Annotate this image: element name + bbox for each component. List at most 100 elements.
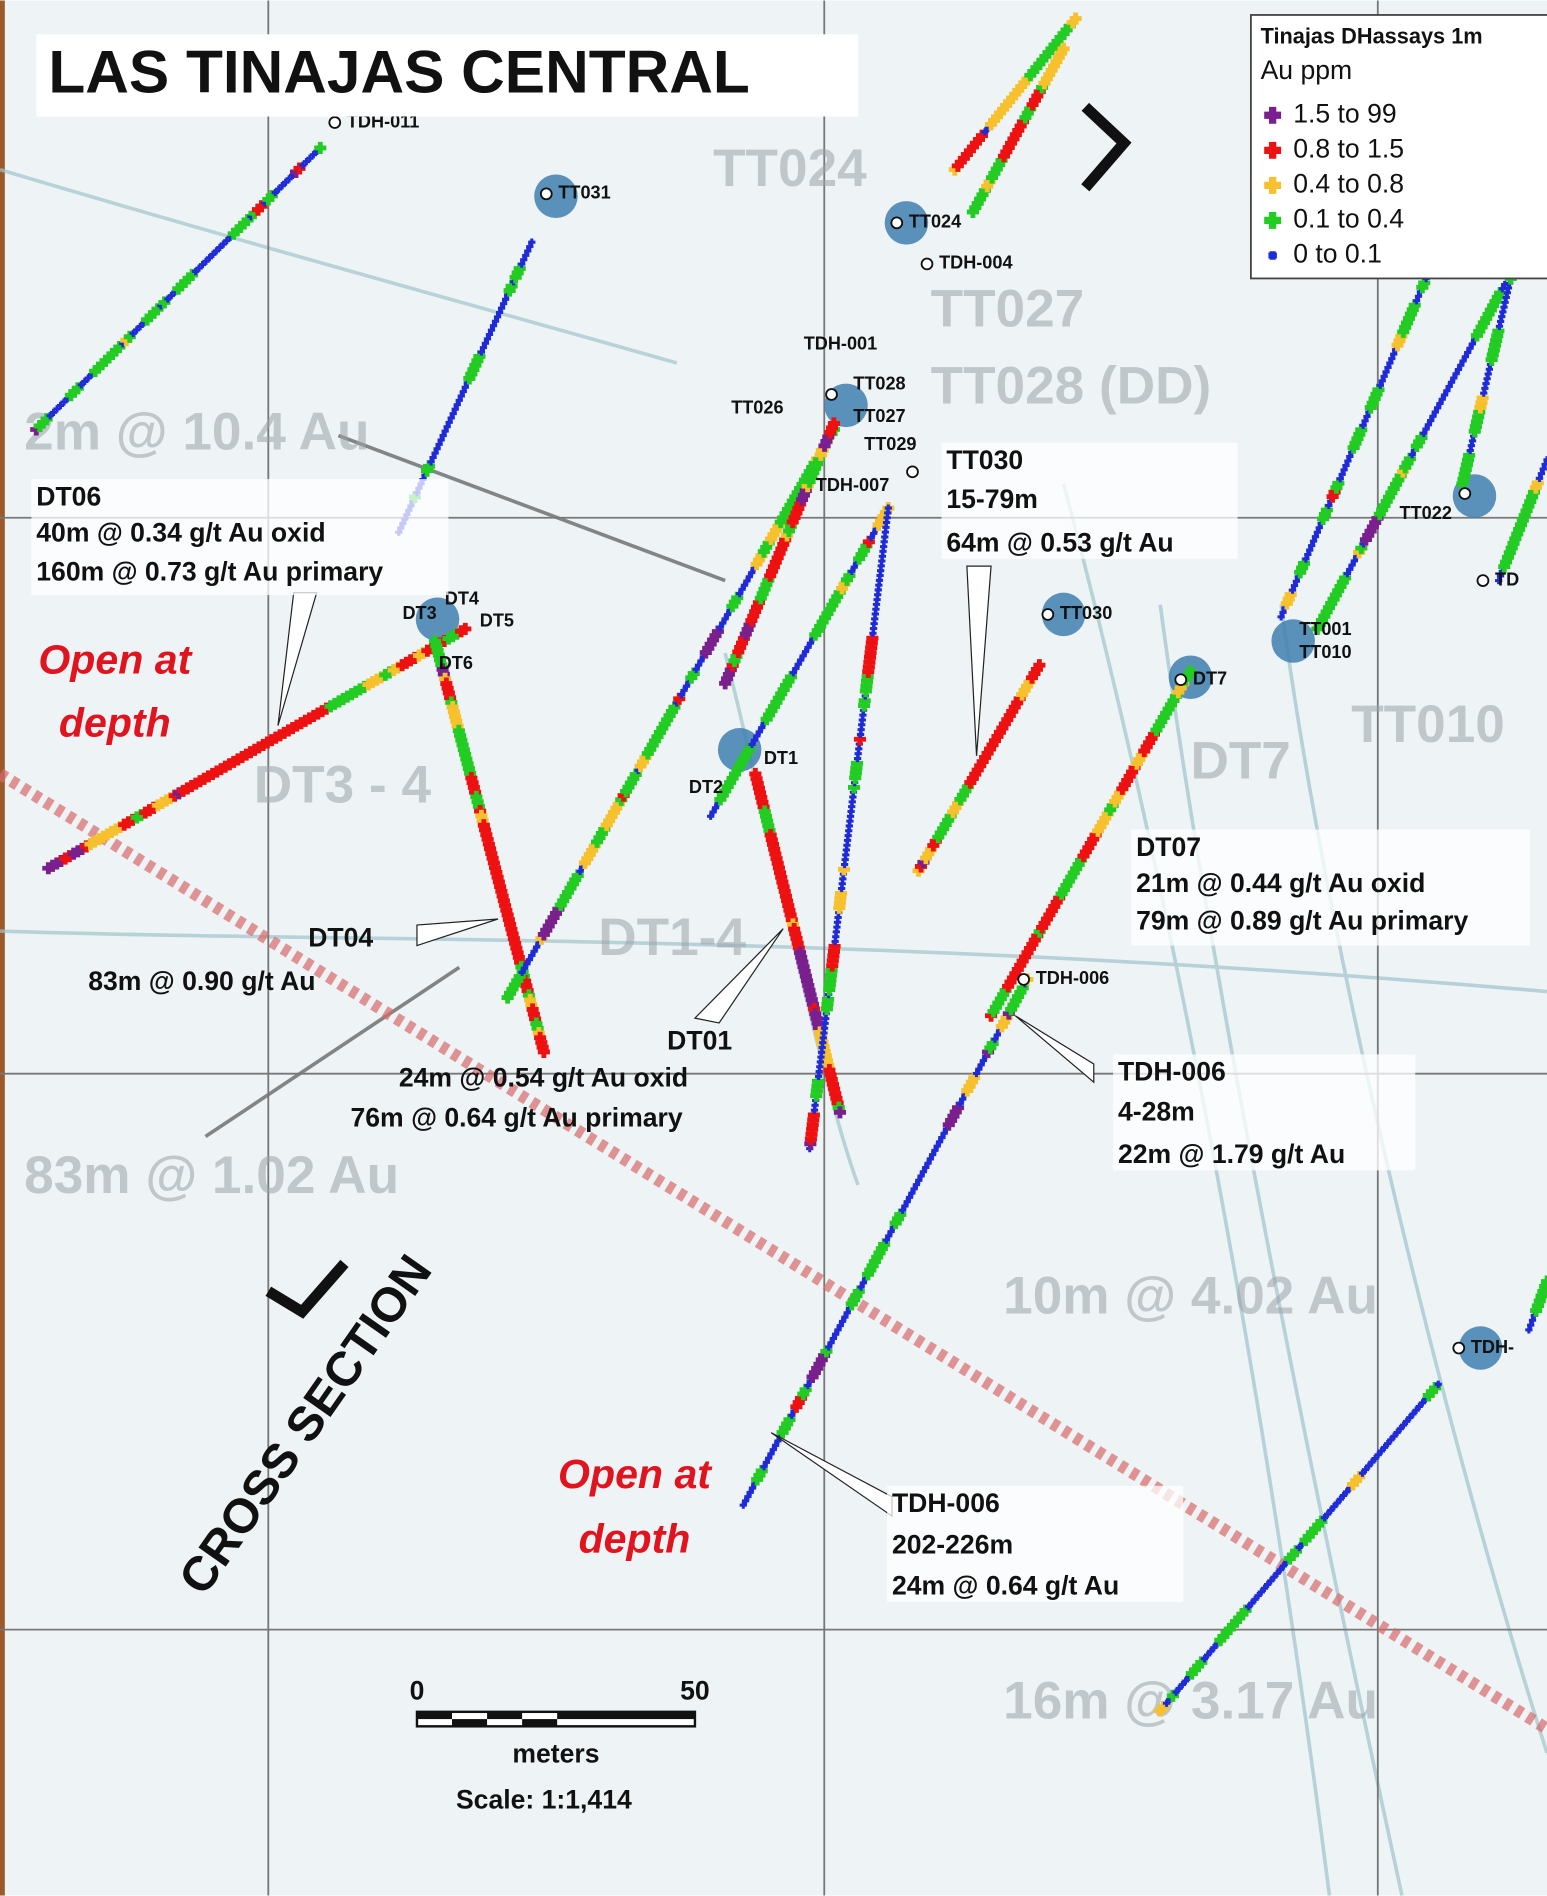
open-at-depth: depth <box>579 1515 691 1561</box>
section-arrow <box>1081 102 1132 192</box>
assay-point <box>931 1146 939 1155</box>
assay-point <box>933 1142 941 1150</box>
assay-point <box>431 449 439 457</box>
assay-point <box>1308 541 1316 550</box>
assay-point <box>956 1099 964 1108</box>
assay-point <box>1346 565 1354 574</box>
pointers <box>277 565 1095 1518</box>
assay-point <box>1496 572 1505 580</box>
collar-pad <box>1041 592 1086 637</box>
assay-point <box>1543 456 1547 464</box>
assay-point <box>1525 1326 1533 1334</box>
assay-point <box>748 740 756 749</box>
assay-point <box>1288 586 1297 594</box>
annotation-text: DT04 <box>308 923 373 953</box>
collar-label: DT2 <box>689 777 723 797</box>
assay-point <box>938 1133 946 1142</box>
assay-point <box>1539 465 1547 473</box>
assay-point <box>694 661 703 669</box>
annotation-text: 76m @ 0.64 g/t Au primary <box>350 1103 682 1133</box>
open-at-depth: Open at <box>558 1451 713 1497</box>
scale-unit: meters <box>512 1738 599 1768</box>
assay-point <box>1338 470 1346 478</box>
assay-point <box>459 622 472 635</box>
assay-point <box>1277 613 1285 621</box>
assay-point <box>885 1232 893 1240</box>
collar-label: TDH- <box>1471 1337 1514 1357</box>
assay-point <box>801 647 810 656</box>
annotation-backdrop <box>1113 1054 1416 1171</box>
assay-point <box>1384 363 1392 372</box>
assay-point <box>799 652 807 660</box>
background-label: TT027 <box>931 279 1085 338</box>
assay-point <box>526 242 534 251</box>
collar-marker <box>1017 973 1031 986</box>
assay-point <box>497 304 506 312</box>
assay-point <box>1420 429 1428 437</box>
assay-point <box>797 656 805 664</box>
annotation-text: 40m @ 0.34 g/t Au oxid <box>36 518 325 548</box>
assay-point <box>745 573 753 581</box>
annotation-backdrop <box>31 479 449 596</box>
assay-point <box>709 808 717 816</box>
assay-point <box>1363 412 1371 421</box>
collar-label: TT010 <box>1299 642 1351 662</box>
assay-point <box>910 1185 918 1193</box>
assay-point <box>481 339 490 347</box>
assay-point <box>1498 285 1507 293</box>
annotation-backdrop <box>887 1485 1184 1602</box>
assay-point <box>678 690 686 699</box>
assay-point <box>838 1317 847 1325</box>
assay-point <box>530 947 538 955</box>
annotation-text: DT07 <box>1136 832 1201 862</box>
assay-point <box>991 1035 999 1043</box>
assay-point <box>1313 528 1321 536</box>
assay-point <box>1412 297 1421 305</box>
background-label: DT1-4 <box>598 908 746 967</box>
assay-point <box>1434 404 1442 412</box>
assay-point <box>940 1129 948 1137</box>
assay-point <box>445 418 453 426</box>
background-label: TT024 <box>713 139 867 198</box>
assay-point <box>499 300 508 308</box>
collar-label: TDH-007 <box>816 475 889 495</box>
assay-point <box>1311 533 1320 541</box>
collar-pad <box>717 728 762 772</box>
background-label: 83m @ 1.02 Au <box>24 1146 399 1205</box>
assay-point <box>836 1322 844 1330</box>
assay-point <box>528 951 536 960</box>
assay-point <box>919 1168 928 1176</box>
assay-point <box>437 436 445 444</box>
road <box>1158 604 1404 1896</box>
assay-point <box>758 723 766 732</box>
assay-point <box>738 585 746 594</box>
legend-box <box>1249 14 1547 280</box>
assay-point <box>435 440 443 448</box>
legend-symbol <box>1268 251 1277 260</box>
scale-end: 50 <box>680 1676 710 1706</box>
assay-point <box>489 322 498 330</box>
assay-point <box>935 1138 944 1146</box>
scale-ratio: Scale: 1:1,414 <box>456 1784 632 1814</box>
collar-pad <box>1271 619 1315 663</box>
legend-symbol <box>1264 176 1282 194</box>
assay-point <box>993 1031 1001 1039</box>
assay-point <box>680 686 688 695</box>
assay-point <box>743 577 751 585</box>
assay-point <box>1348 561 1356 569</box>
road <box>0 167 678 365</box>
assay-point <box>915 1176 923 1184</box>
annotation-text: 21m @ 0.44 g/t Au oxid <box>1136 868 1425 898</box>
assay-point <box>1454 365 1463 374</box>
assay-point <box>1431 408 1439 416</box>
assay-point <box>1447 378 1456 386</box>
road <box>337 433 726 583</box>
assay-point <box>1386 359 1394 367</box>
assay-point <box>459 387 467 396</box>
fault-line <box>0 768 1547 1734</box>
annotation-text: 24m @ 0.54 g/t Au oxid <box>399 1063 688 1093</box>
assay-point <box>1461 353 1470 361</box>
assay-point <box>441 427 449 435</box>
collar-label: TT026 <box>731 398 783 418</box>
assay-point <box>792 664 800 673</box>
